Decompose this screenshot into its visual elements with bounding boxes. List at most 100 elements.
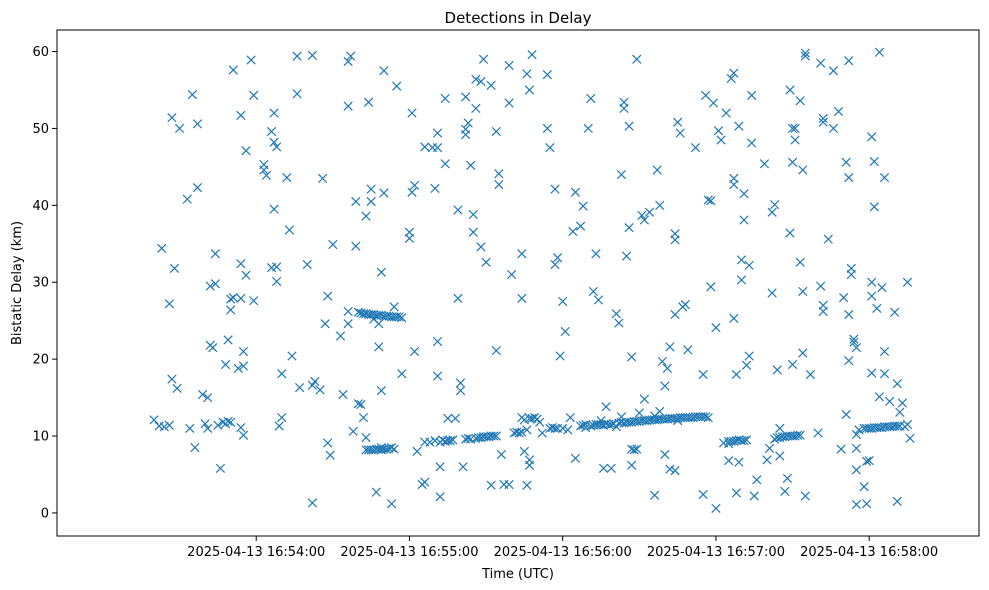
data-point <box>226 417 236 427</box>
data-point <box>351 196 361 207</box>
data-point <box>517 249 527 259</box>
data-point <box>374 342 384 352</box>
data-point <box>861 499 872 509</box>
data-point <box>226 305 236 315</box>
data-point <box>517 427 527 437</box>
data-point <box>596 416 606 426</box>
x-tick-label: 2025-04-13 16:57:00 <box>647 545 785 560</box>
data-point <box>445 436 455 446</box>
data-point <box>323 438 333 448</box>
data-point <box>233 363 243 373</box>
data-point <box>292 51 302 61</box>
data-point <box>790 123 800 134</box>
data-point <box>578 420 588 430</box>
data-point <box>775 423 785 433</box>
data-point <box>785 85 795 95</box>
data-point <box>397 369 407 379</box>
data-point <box>708 98 719 108</box>
x-tick-label: 2025-04-13 16:56:00 <box>494 545 632 560</box>
data-point <box>588 286 598 297</box>
data-point <box>476 242 486 252</box>
data-point <box>616 169 627 180</box>
data-point <box>420 477 430 487</box>
data-point <box>453 293 463 304</box>
data-point <box>798 165 808 175</box>
data-point <box>851 465 862 475</box>
data-point <box>841 409 851 420</box>
data-point <box>787 123 798 134</box>
data-point <box>323 291 333 301</box>
data-point <box>443 413 453 423</box>
data-point <box>662 363 673 373</box>
data-point <box>310 376 320 387</box>
data-point <box>524 460 535 470</box>
data-point <box>361 432 371 443</box>
data-point <box>277 412 287 423</box>
data-point <box>867 291 877 301</box>
data-point <box>353 399 363 409</box>
data-point <box>220 359 231 370</box>
data-point <box>846 269 856 280</box>
data-point <box>356 399 366 410</box>
data-point <box>292 89 302 99</box>
data-point <box>317 173 328 184</box>
data-point <box>486 80 496 90</box>
data-point <box>861 456 872 467</box>
data-point <box>448 435 458 445</box>
data-point <box>394 312 404 322</box>
data-point <box>706 282 716 292</box>
data-point <box>409 346 420 357</box>
data-point <box>524 85 535 95</box>
data-point <box>223 416 233 427</box>
data-point <box>328 239 338 250</box>
data-point <box>192 119 203 129</box>
y-axis-label: Bistatic Delay (km) <box>10 221 25 345</box>
y-axis: 0 10 20 30 40 50 60 <box>32 45 57 521</box>
data-point <box>226 294 236 304</box>
data-point <box>793 430 803 440</box>
data-point <box>517 293 527 304</box>
data-point <box>491 431 501 441</box>
data-point <box>287 351 297 361</box>
data-point <box>813 428 823 438</box>
data-point <box>550 259 560 270</box>
data-point <box>200 419 210 429</box>
data-point <box>203 392 213 403</box>
data-point <box>236 110 246 120</box>
data-point <box>816 281 826 291</box>
data-point <box>844 309 854 320</box>
data-point <box>432 336 443 347</box>
y-tick-label: 30 <box>32 276 49 291</box>
data-point <box>729 68 739 78</box>
data-point <box>519 446 530 457</box>
data-point <box>432 143 443 153</box>
y-tick-label: 40 <box>32 199 49 214</box>
data-point <box>892 421 902 431</box>
data-point <box>476 76 486 87</box>
data-point <box>504 60 514 70</box>
data-point <box>435 462 445 472</box>
data-point <box>555 351 565 361</box>
data-point <box>481 257 491 267</box>
data-point <box>616 412 627 422</box>
data-point <box>241 270 251 280</box>
data-point <box>844 356 854 366</box>
data-point <box>213 420 223 430</box>
data-point <box>655 406 665 417</box>
plot-area <box>149 47 915 513</box>
data-point <box>867 368 877 378</box>
data-point <box>376 267 386 277</box>
data-point <box>238 361 249 371</box>
data-point <box>747 90 757 100</box>
data-point <box>606 419 616 430</box>
data-point <box>665 342 675 352</box>
data-point <box>522 480 532 490</box>
data-point <box>575 421 586 431</box>
data-point <box>601 402 611 412</box>
plot-frame <box>56 29 980 537</box>
data-point <box>841 157 851 167</box>
data-point <box>236 259 246 269</box>
data-point <box>851 342 862 353</box>
data-point <box>703 195 713 205</box>
data-point <box>902 277 913 287</box>
